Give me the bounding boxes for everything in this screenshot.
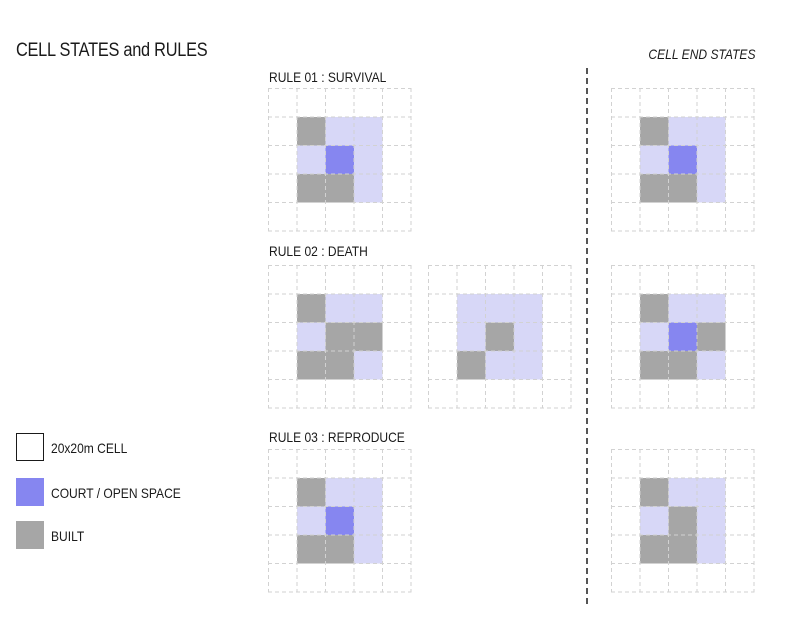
open-cell [668, 478, 697, 507]
legend-label-built: BUILT [51, 528, 85, 544]
built-cell [485, 322, 514, 351]
grid-rule-survival [268, 88, 412, 232]
open-cell [297, 322, 326, 351]
open-cell [354, 117, 383, 146]
open-cell [697, 294, 726, 323]
divider-line [586, 68, 588, 604]
end-states-title: CELL END STATES [647, 46, 755, 62]
built-cell [668, 506, 697, 535]
open-cell [668, 294, 697, 323]
grid-end-state-reproduce [611, 449, 755, 593]
built-cell [640, 294, 669, 323]
open-cell [354, 174, 383, 203]
open-cell [325, 117, 354, 146]
built-cell [297, 294, 326, 323]
open-cell [697, 351, 726, 380]
open-cell [354, 535, 383, 564]
grid-end-state-survival [611, 88, 755, 232]
open-cell [640, 506, 669, 535]
built-cell [297, 174, 326, 203]
open-cell [514, 294, 543, 323]
legend-swatch-built [16, 521, 44, 549]
open-cell [697, 174, 726, 203]
grid-rule-death-a [268, 265, 412, 409]
open-cell [697, 506, 726, 535]
open-cell [697, 478, 726, 507]
court-cell [325, 145, 354, 174]
built-cell [354, 322, 383, 351]
open-cell [514, 351, 543, 380]
built-cell [668, 535, 697, 564]
open-cell [697, 117, 726, 146]
grid-rule-reproduce [268, 449, 412, 593]
built-cell [457, 351, 486, 380]
built-cell [697, 322, 726, 351]
built-cell [297, 351, 326, 380]
open-cell [354, 478, 383, 507]
built-cell [668, 351, 697, 380]
built-cell [325, 174, 354, 203]
open-cell [485, 294, 514, 323]
grid-end-state-death [611, 265, 755, 409]
open-cell [325, 478, 354, 507]
open-cell [668, 117, 697, 146]
built-cell [325, 535, 354, 564]
open-cell [325, 294, 354, 323]
built-cell [325, 351, 354, 380]
built-cell [640, 535, 669, 564]
legend-swatch-court [16, 478, 44, 506]
open-cell [697, 535, 726, 564]
rule-title-reproduce: RULE 03 : REPRODUCE [269, 429, 405, 445]
legend-label-court: COURT / OPEN SPACE [51, 485, 181, 501]
legend-swatch-cell [16, 433, 44, 461]
built-cell [640, 351, 669, 380]
court-cell [668, 145, 697, 174]
rule-title-death: RULE 02 : DEATH [269, 243, 368, 259]
rule-title-survival: RULE 01 : SURVIVAL [269, 69, 387, 85]
court-cell [668, 322, 697, 351]
open-cell [297, 506, 326, 535]
built-cell [297, 478, 326, 507]
open-cell [640, 145, 669, 174]
built-cell [668, 174, 697, 203]
open-cell [485, 351, 514, 380]
open-cell [697, 145, 726, 174]
court-cell [325, 506, 354, 535]
legend-label-cell: 20x20m CELL [51, 440, 128, 456]
open-cell [640, 322, 669, 351]
open-cell [514, 322, 543, 351]
page-title: CELL STATES and RULES [16, 40, 208, 61]
open-cell [457, 322, 486, 351]
open-cell [457, 294, 486, 323]
grid-rule-death-b [428, 265, 572, 409]
open-cell [354, 351, 383, 380]
built-cell [297, 117, 326, 146]
built-cell [640, 117, 669, 146]
open-cell [354, 506, 383, 535]
built-cell [297, 535, 326, 564]
open-cell [297, 145, 326, 174]
built-cell [640, 174, 669, 203]
open-cell [354, 294, 383, 323]
built-cell [640, 478, 669, 507]
built-cell [325, 322, 354, 351]
open-cell [354, 145, 383, 174]
